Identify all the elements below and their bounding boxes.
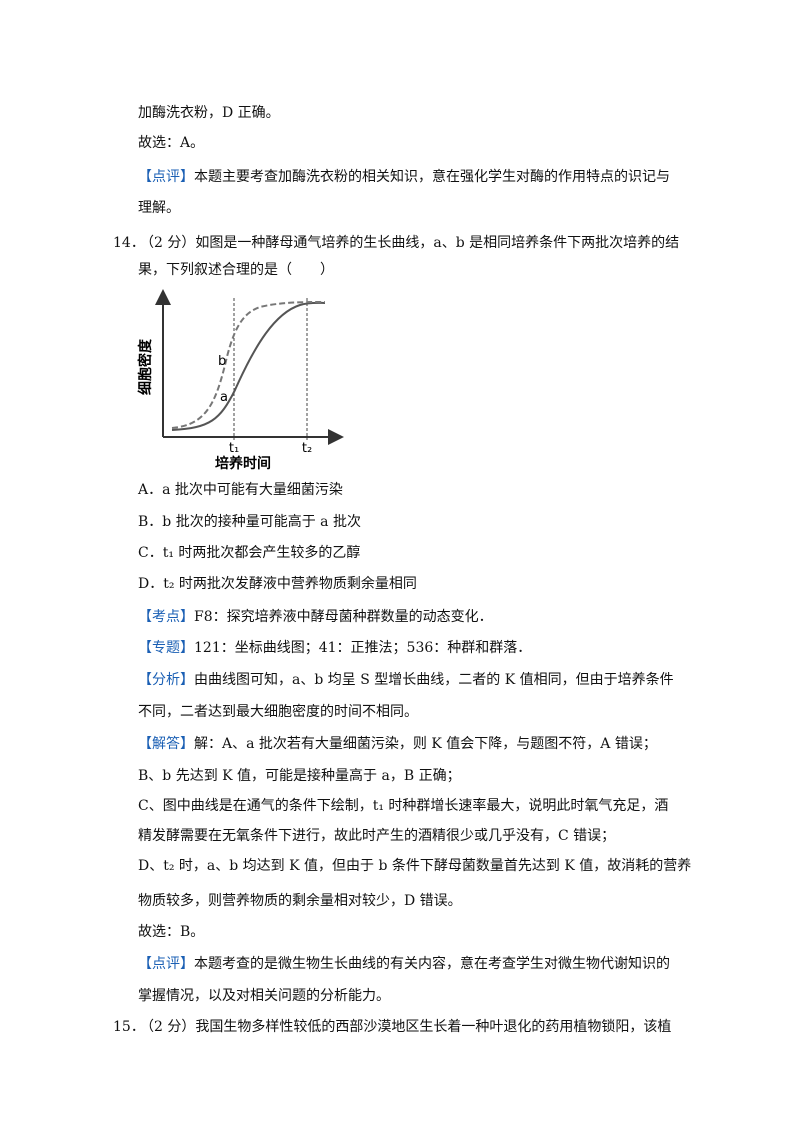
text-line: 【解答】解：A、a 批次若有大量细菌污染，则 K 值会下降，与题图不符，A 错误… <box>138 734 657 754</box>
x-axis-label: 培养时间 <box>215 455 271 472</box>
tag: 【点评】 <box>138 956 194 972</box>
text-line: 果，下列叙述合理的是（ ） <box>138 262 334 278</box>
tag: 【分析】 <box>138 672 194 688</box>
text-line: C、图中曲线是在通气的条件下绘制，t₁ 时种群增长速率最大，说明此时氧气充足，酒 <box>138 798 669 814</box>
curve-a <box>171 301 326 431</box>
text-line: 【考点】F8：探究培养液中酵母菌种群数量的动态变化． <box>138 607 493 627</box>
figure: 细胞密度 培养时间 b a t₁ t₂ <box>137 289 344 472</box>
text-line: 【专题】121：坐标曲线图；41：正推法；536：种群和群落． <box>138 638 531 658</box>
text-line: （2 分）如图是一种酵母通气培养的生长曲线，a、b 是相同培养条件下两批次培养的… <box>140 235 680 251</box>
text: 解：A、a 批次若有大量细菌污染，则 K 值会下降，与题图不符，A 错误； <box>194 736 657 752</box>
text-line: 物质较多，则营养物质的剩余量相对较少，D 错误。 <box>138 893 462 909</box>
text-line: 故选：A。 <box>138 135 205 151</box>
text-line: 理解。 <box>138 200 180 216</box>
text-line: 【点评】本题主要考查加酶洗衣粉的相关知识，意在强化学生对酶的作用特点的识记与 <box>138 167 670 187</box>
question-number: 15． <box>113 1019 145 1035</box>
option: D．t₂ 时两批次发酵液中营养物质剩余量相同 <box>138 576 417 592</box>
option: B．b 批次的接种量可能高于 a 批次 <box>138 514 361 530</box>
tag: 【专题】 <box>138 640 194 656</box>
text-line: 【分析】由曲线图可知，a、b 均呈 S 型增长曲线，二者的 K 值相同，但由于培… <box>138 670 674 690</box>
tag: 【点评】 <box>138 169 194 185</box>
text: 本题考查的是微生物生长曲线的有关内容，意在考查学生对微生物代谢知识的 <box>194 956 670 972</box>
curve-label: b <box>218 354 226 369</box>
text-line: 故选：B。 <box>138 924 205 940</box>
tag: 【考点】 <box>138 609 194 625</box>
text-line: 不同，二者达到最大细胞密度的时间不相同。 <box>138 704 418 720</box>
tag: 【解答】 <box>138 736 194 752</box>
text-line: D、t₂ 时，a、b 均达到 K 值，但由于 b 条件下酵母菌数量首先达到 K … <box>138 858 692 874</box>
text-line: 【点评】本题考查的是微生物生长曲线的有关内容，意在考查学生对微生物代谢知识的 <box>138 954 670 974</box>
y-axis-label: 细胞密度 <box>137 338 154 395</box>
text: 121：坐标曲线图；41：正推法；536：种群和群落． <box>194 640 532 656</box>
text-line: B、b 先达到 K 值，可能是接种量高于 a，B 正确； <box>138 768 461 784</box>
text-line: 加酶洗衣粉，D 正确。 <box>138 105 280 121</box>
curve-b <box>171 301 326 429</box>
option: C．t₁ 时两批次都会产生较多的乙醇 <box>138 545 361 561</box>
tick-label: t₁ <box>229 441 239 456</box>
text-line: 掌握情况，以及对相关问题的分析能力。 <box>138 988 390 1004</box>
question-number: 14． <box>113 235 145 251</box>
text: 由曲线图可知，a、b 均呈 S 型增长曲线，二者的 K 值相同，但由于培养条件 <box>194 672 674 688</box>
text-line: 精发酵需要在无氧条件下进行，故此时产生的酒精很少或几乎没有，C 错误； <box>138 828 616 844</box>
curve-label: a <box>220 390 228 405</box>
option: A．a 批次中可能有大量细菌污染 <box>138 482 343 498</box>
text-line: （2 分）我国生物多样性较低的西部沙漠地区生长着一种叶退化的药用植物锁阳，该植 <box>140 1019 672 1035</box>
text: F8：探究培养液中酵母菌种群数量的动态变化． <box>194 609 493 625</box>
text: 本题主要考查加酶洗衣粉的相关知识，意在强化学生对酶的作用特点的识记与 <box>194 169 670 185</box>
tick-label: t₂ <box>302 441 312 456</box>
